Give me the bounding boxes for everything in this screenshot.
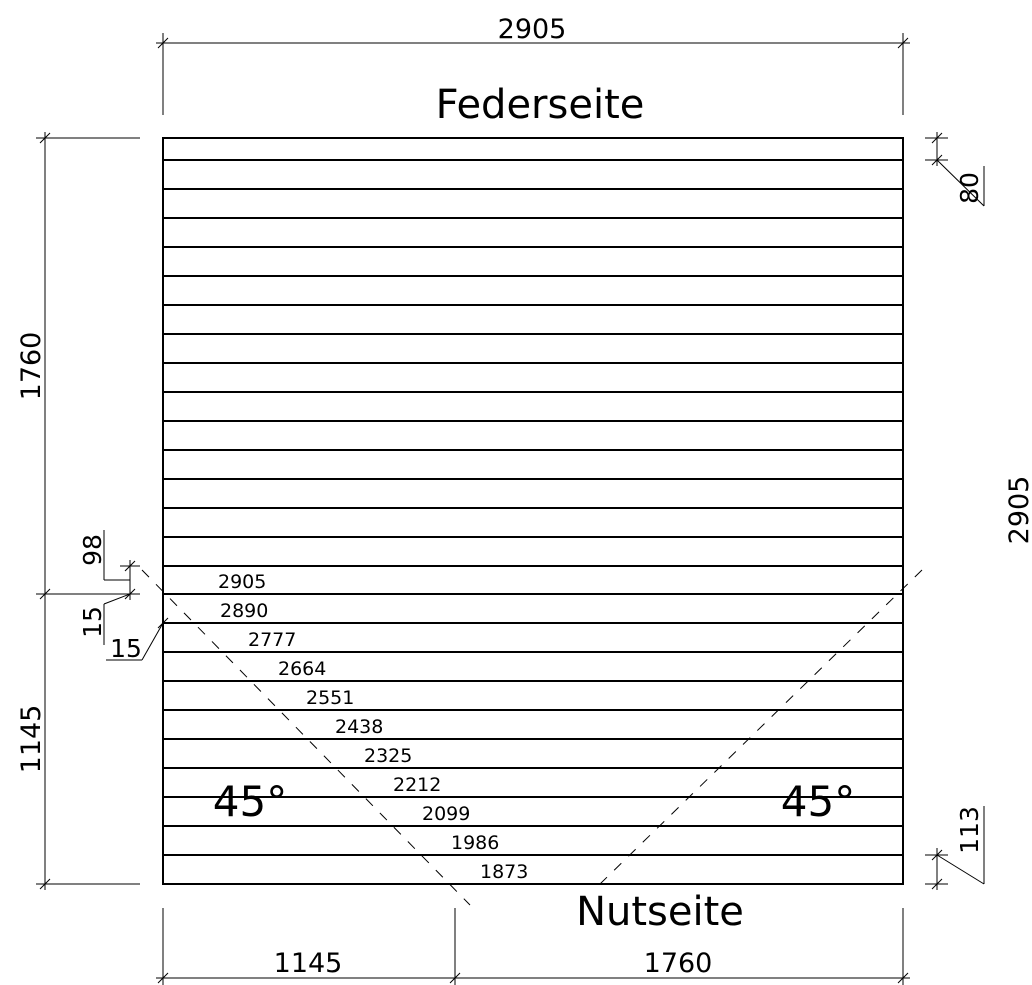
board-width-top-label: 80	[955, 172, 984, 204]
right-diagonal-line	[599, 569, 923, 885]
left-offset-dimensions: 98 15 15	[78, 530, 169, 663]
offset-98-label: 98	[78, 534, 107, 566]
angle-left-label: 45°	[213, 777, 287, 826]
diagonal-cut-lines	[141, 569, 923, 906]
cut-length-label: 2551	[306, 687, 354, 709]
bottom-right-width-label: 1760	[644, 948, 713, 979]
board-width-bottom-dimension: 113	[925, 806, 985, 890]
cut-length-label: 2777	[248, 629, 296, 651]
cut-length-label: 2890	[220, 600, 268, 622]
cut-length-label: 2905	[218, 571, 266, 593]
top-width-dimension: 2905	[156, 14, 910, 115]
groove-side-label: Nutseite	[576, 889, 744, 935]
cut-length-label: 2325	[364, 745, 412, 767]
cut-length-label: 1986	[451, 832, 499, 854]
cut-length-label: 2664	[278, 658, 326, 680]
board-seams	[163, 159, 903, 856]
left-height-dimension: 1760 1145	[16, 132, 140, 890]
left-upper-height-label: 1760	[16, 332, 47, 401]
cut-length-label: 2212	[393, 774, 441, 796]
bottom-left-width-label: 1145	[274, 948, 343, 979]
board-width-top-dimension: 80	[925, 132, 985, 207]
angle-right-label: 45°	[781, 777, 855, 826]
offset-15-horizontal-label: 15	[110, 634, 142, 663]
cut-lengths: 2905 2890 2777 2664 2551 2438 2325 2212 …	[218, 571, 528, 883]
tongue-side-label: Federseite	[436, 82, 645, 128]
offset-15-vertical-label: 15	[78, 606, 107, 638]
right-total-label: 2905	[1004, 476, 1032, 545]
left-lower-height-label: 1145	[16, 705, 47, 774]
cut-length-label: 2099	[422, 803, 470, 825]
board-outline	[162, 137, 904, 885]
board-width-bottom-label: 113	[955, 806, 984, 854]
top-width-label: 2905	[498, 14, 567, 45]
bottom-width-dimension: 1145 1760	[156, 908, 910, 985]
cut-length-label: 1873	[480, 861, 528, 883]
cut-length-label: 2438	[335, 716, 383, 738]
